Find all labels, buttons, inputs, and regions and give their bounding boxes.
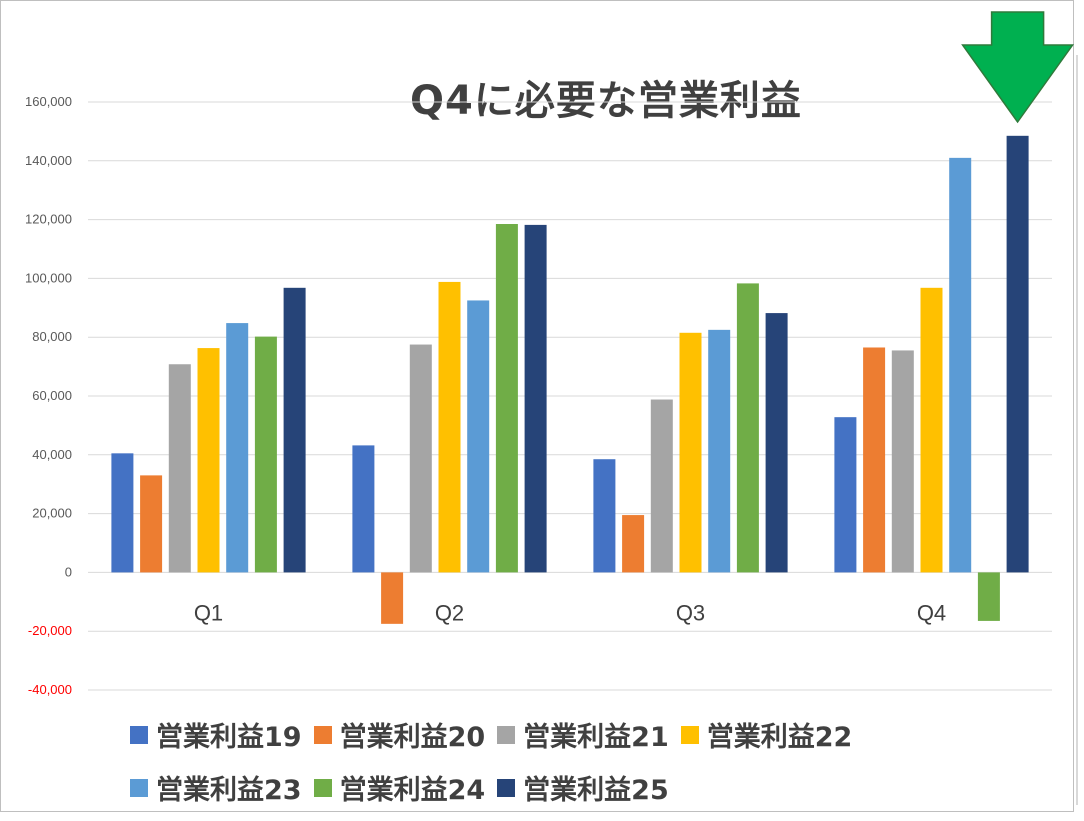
x-category-label: Q2 [435, 600, 464, 625]
y-tick-label: 0 [65, 564, 72, 579]
legend-label: 営業利益20 [339, 722, 486, 753]
bar-q3-series-5 [708, 329, 731, 573]
bar-q2-series-5 [467, 300, 490, 573]
down-arrow-icon [961, 11, 1075, 124]
legend-label: 営業利益24 [339, 775, 486, 806]
y-tick-label: 100,000 [25, 270, 72, 285]
bar-q4-series-2 [863, 347, 886, 573]
legend-swatch [497, 778, 516, 797]
legend-swatch [130, 778, 148, 797]
bar-q3-series-3 [650, 399, 673, 573]
bar-q2-series-2 [381, 572, 404, 624]
bar-q3-series-2 [622, 515, 645, 573]
y-tick-label: -20,000 [28, 623, 72, 638]
legend-row: 営業利益23 営業利益24 営業利益25 [130, 768, 970, 807]
legend-label: 営業利益21 [523, 722, 669, 753]
bar-q2-series-3 [409, 344, 432, 573]
bar-q2-series-1 [352, 445, 375, 573]
legend-row: 営業利益19 営業利益20 営業利益21 営業利益22 [130, 715, 970, 754]
bar-q4-series-1 [834, 417, 857, 573]
legend-label: 営業利益25 [523, 775, 669, 806]
legend: 営業利益19 営業利益20 営業利益21 営業利益22 営業利益23 営業利益24 営業利… [130, 715, 970, 821]
legend-item: 営業利益24 [313, 768, 486, 807]
legend-item: 営業利益25 [497, 768, 669, 807]
bar-q1-series-6 [254, 336, 277, 573]
x-category-label: Q1 [194, 600, 223, 625]
legend-item: 営業利益23 [130, 768, 302, 807]
x-category-label: Q3 [676, 600, 705, 625]
bar-q4-series-4 [920, 287, 943, 573]
bar-q1-series-3 [168, 364, 191, 573]
bar-q1-series-4 [197, 348, 220, 573]
y-tick-label: 40,000 [32, 447, 72, 462]
legend-item: 営業利益20 [313, 715, 486, 754]
bar-q4-series-6 [977, 572, 1000, 621]
bar-q3-series-7 [765, 313, 788, 573]
bar-q4-series-5 [949, 157, 972, 573]
legend-item: 営業利益21 [497, 715, 669, 754]
y-tick-label: -40,000 [28, 682, 72, 697]
y-tick-label: 20,000 [32, 506, 72, 521]
legend-swatch [313, 725, 332, 744]
bar-q3-series-4 [679, 332, 702, 573]
bar-q1-series-7 [283, 287, 306, 573]
bar-q3-series-1 [593, 459, 616, 573]
legend-label: 営業利益23 [156, 775, 302, 806]
legend-item: 営業利益19 [130, 715, 302, 754]
y-tick-label: 80,000 [32, 329, 72, 344]
x-category-label: Q4 [917, 600, 946, 625]
legend-swatch [680, 725, 699, 744]
legend-label: 営業利益22 [706, 722, 853, 753]
bar-q1-series-1 [111, 453, 134, 573]
bar-q4-series-3 [891, 350, 914, 573]
y-tick-label: 60,000 [32, 388, 72, 403]
legend-swatch [130, 725, 148, 744]
y-tick-label: 140,000 [25, 153, 72, 168]
side-edge [1076, 55, 1078, 805]
bar-q3-series-6 [736, 283, 759, 573]
legend-swatch [497, 725, 516, 744]
chart-title: Q4に必要な営業利益 [410, 78, 802, 124]
legend-item: 営業利益22 [680, 715, 853, 754]
bar-q2-series-6 [495, 224, 518, 573]
y-tick-label: 160,000 [25, 94, 72, 109]
bar-q2-series-7 [524, 224, 547, 573]
y-tick-label: 120,000 [25, 212, 72, 227]
legend-swatch [313, 778, 332, 797]
bar-q1-series-2 [140, 475, 163, 573]
bar-q4-series-7 [1006, 135, 1029, 573]
bar-q1-series-5 [226, 323, 249, 573]
bar-q2-series-4 [438, 281, 461, 573]
legend-label: 営業利益19 [156, 722, 302, 753]
